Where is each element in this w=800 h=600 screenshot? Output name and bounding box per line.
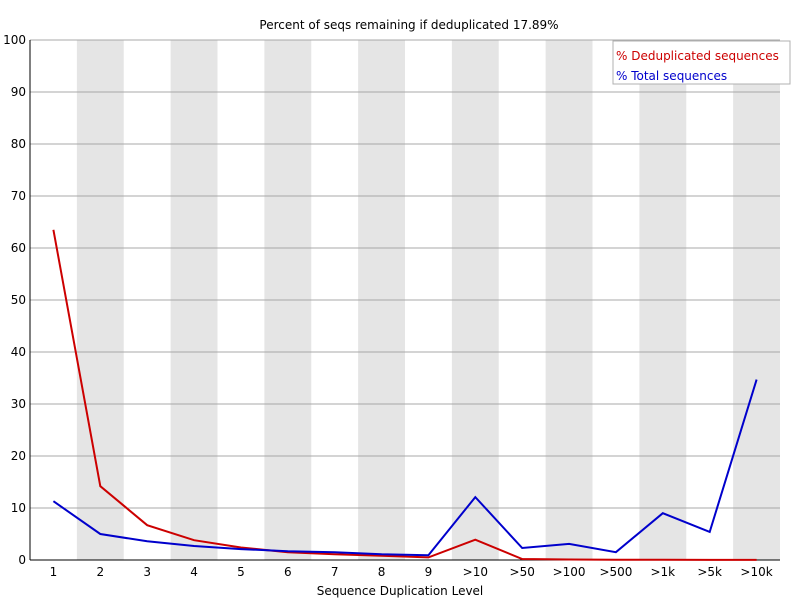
x-tick-label-3: 4 xyxy=(190,565,198,579)
x-tick-labels: 1 2 3 4 5 6 7 8 9 >10 >50 >100 >500 >1k >5k >10k xyxy=(50,565,773,579)
series-lines xyxy=(52,229,758,561)
y-tick-label-10: 10 xyxy=(11,501,26,515)
legend-entry-deduplicated: % Deduplicated sequences xyxy=(616,49,779,63)
x-tick-label-6: 7 xyxy=(331,565,339,579)
x-tick-label-15: >10k xyxy=(740,565,772,579)
x-tick-label-8: 9 xyxy=(425,565,433,579)
y-tick-label-90: 90 xyxy=(11,85,26,99)
x-tick-label-12: >500 xyxy=(599,565,632,579)
y-tick-label-80: 80 xyxy=(11,137,26,151)
x-tick-label-4: 5 xyxy=(237,565,245,579)
x-tick-label-10: >50 xyxy=(510,565,535,579)
x-tick-label-14: >5k xyxy=(697,565,722,579)
y-tick-label-0: 0 xyxy=(18,553,26,567)
chart-title: Percent of seqs remaining if deduplicate… xyxy=(259,18,558,32)
y-tick-label-20: 20 xyxy=(11,449,26,463)
series-line-1 xyxy=(52,379,758,557)
x-axis-title: Sequence Duplication Level xyxy=(317,584,484,598)
x-tick-label-1: 2 xyxy=(96,565,104,579)
legend: % Deduplicated sequences % Total sequenc… xyxy=(612,40,791,85)
y-tick-label-50: 50 xyxy=(11,293,26,307)
x-tick-label-7: 8 xyxy=(378,565,386,579)
x-tick-label-5: 6 xyxy=(284,565,292,579)
y-tick-label-70: 70 xyxy=(11,189,26,203)
legend-entry-total: % Total sequences xyxy=(616,69,727,83)
x-tick-label-2: 3 xyxy=(143,565,151,579)
y-tick-label-100: 100 xyxy=(3,33,26,47)
y-tick-label-40: 40 xyxy=(11,345,26,359)
x-tick-label-9: >10 xyxy=(463,565,488,579)
y-tick-label-30: 30 xyxy=(11,397,26,411)
y-tick-label-60: 60 xyxy=(11,241,26,255)
x-tick-label-0: 1 xyxy=(50,565,58,579)
y-tick-labels: 0 10 20 30 40 50 60 70 80 90 100 xyxy=(3,33,26,567)
x-tick-label-13: >1k xyxy=(650,565,675,579)
x-tick-label-11: >100 xyxy=(553,565,586,579)
legend-box xyxy=(612,40,791,85)
series-line-0 xyxy=(52,229,757,561)
grid-lines xyxy=(30,39,780,509)
